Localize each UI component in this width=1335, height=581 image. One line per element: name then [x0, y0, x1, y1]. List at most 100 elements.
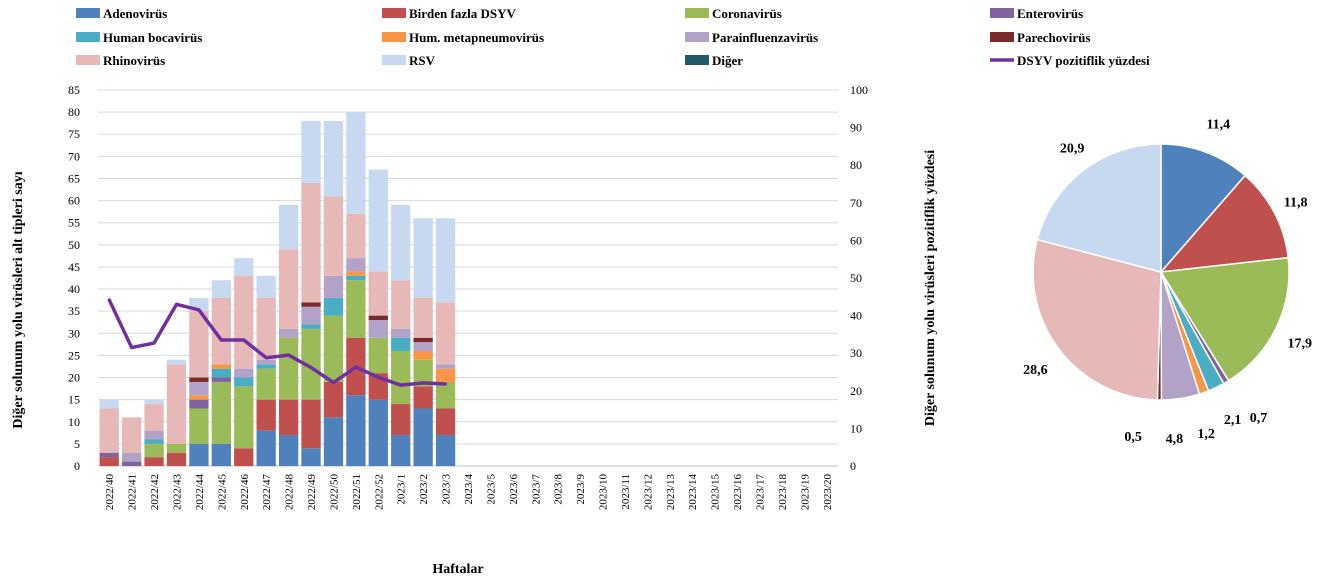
bar-segment-parechovirus	[413, 337, 433, 343]
pie-chart: 11,4 11,8 17,9 0,7 2,1 1,2 4,8 0,5 28,6 20,9	[1023, 118, 1312, 448]
positivity-point	[399, 383, 403, 387]
x-tick-label: 2023/20	[822, 474, 834, 511]
bar-segment-adenovirus	[391, 435, 411, 466]
bar-segment-rsv	[234, 258, 254, 276]
positivity-point	[107, 298, 111, 302]
pie-slice-birden-fazla-dsyv	[1159, 174, 1290, 273]
legend-swatch-parechovirus	[990, 32, 1014, 42]
bar-segment-rhinovirus	[413, 297, 433, 338]
bar-segment-rsv	[368, 169, 388, 272]
bar-segment-rhinovirus	[368, 271, 388, 316]
x-tick-label: 2022/45	[216, 474, 228, 511]
x-axis-ticks: 2022/40 2022/41 2022/42 2022/43 2022/44 2022/…	[104, 474, 834, 511]
positivity-line-group	[107, 298, 448, 387]
bar-segment-parainfluenzavirus	[189, 381, 209, 396]
y2-tick-label: 0	[850, 459, 856, 473]
x-tick-label: 2023/6	[508, 474, 520, 505]
legend-swatch-hum-metapneumovirus	[382, 32, 406, 42]
positivity-point	[444, 382, 448, 386]
y2-tick-label: 30	[850, 346, 862, 360]
bar-segment-enterovirus	[121, 461, 142, 466]
x-tick-label: 2022/43	[171, 474, 183, 511]
bar-segment-human-bocavirus	[144, 439, 164, 444]
y2-tick-label: 60	[850, 233, 862, 247]
pie-value-label: 2,1	[1224, 413, 1242, 428]
bar-segment-rsv	[323, 120, 344, 197]
bar-segment-parainfluenzavirus	[323, 275, 344, 298]
bar-segment-parainfluenzavirus	[346, 258, 366, 272]
x-axis-title: Haftalar	[432, 562, 483, 577]
bar-segment-birden-fazla-dsyv	[391, 404, 411, 436]
x-tick-label: 2023/9	[575, 474, 587, 505]
y-axis-title: Diğer solunum yolu virüsleri alt tipleri…	[11, 171, 26, 428]
bar-segment-birden-fazla-dsyv	[323, 381, 344, 418]
bar-segment-coronavirus	[166, 443, 187, 453]
bar-segment-adenovirus	[301, 448, 321, 466]
legend-label-rsv: RSV	[409, 53, 436, 68]
y2-tick-label: 50	[850, 271, 862, 285]
x-tick-label: 2022/44	[194, 474, 206, 511]
legend-swatch-coronavirus	[685, 8, 709, 18]
y-tick-label: 55	[68, 216, 80, 230]
pie-slice-rsv	[1036, 143, 1162, 273]
bar-segment-birden-fazla-dsyv	[144, 457, 164, 466]
y-tick-label: 20	[68, 371, 80, 385]
bar-segment-rhinovirus	[189, 311, 209, 378]
bar-segment-coronavirus	[391, 350, 411, 405]
x-tick-label: 2023/15	[710, 474, 722, 511]
pie-value-label: 0,5	[1124, 430, 1142, 445]
bar-segment-adenovirus	[189, 443, 209, 466]
x-tick-label: 2023/18	[777, 474, 789, 511]
y2-tick-label: 20	[850, 384, 862, 398]
bar-segment-rhinovirus	[211, 297, 231, 365]
positivity-point	[421, 381, 425, 385]
legend-label-birden-fazla-dsyv: Birden fazla DSYV	[409, 6, 517, 21]
y2-tick-label: 10	[850, 421, 862, 435]
bar-segment-human-bocavirus	[211, 368, 231, 378]
x-tick-label: 2023/3	[441, 474, 453, 505]
x-tick-label: 2023/5	[485, 474, 497, 505]
y-tick-label: 60	[68, 194, 80, 208]
bar-segment-parainfluenzavirus	[121, 452, 142, 462]
x-tick-label: 2022/51	[351, 474, 363, 510]
bar-segment-birden-fazla-dsyv	[413, 386, 433, 409]
positivity-point	[197, 308, 201, 312]
bar-segment-human-bocavirus	[234, 377, 254, 387]
y-tick-label: 40	[68, 282, 80, 296]
bar-segment-coronavirus	[323, 315, 344, 382]
y-tick-label: 70	[68, 149, 80, 163]
positivity-point	[287, 353, 291, 357]
pie-slice-rhinovirus	[1032, 238, 1162, 401]
legend-label-rhinovirus: Rhinovirüs	[103, 53, 165, 68]
legend-label-parainfluenzavirus: Parainfluenzavirüs	[712, 30, 818, 45]
pie-value-label: 17,9	[1288, 336, 1313, 351]
x-tick-label: 2022/50	[328, 474, 340, 511]
legend-label-parechovirus: Parechovirüs	[1017, 30, 1090, 45]
positivity-point	[242, 338, 246, 342]
bar-segment-rhinovirus	[391, 280, 411, 329]
pie-slices	[1032, 143, 1290, 401]
bar-segment-birden-fazla-dsyv	[256, 399, 276, 431]
pie-value-label: 28,6	[1023, 363, 1048, 378]
x-tick-label: 2023/19	[799, 474, 811, 511]
bar-segment-hum-metapneumovirus	[211, 364, 231, 369]
pie-slice-adenovirus	[1160, 143, 1247, 275]
legend-label-human-bocavirus: Human bocavirüs	[103, 30, 202, 45]
y-tick-label: 50	[68, 238, 80, 252]
bar-segment-rsv	[413, 218, 433, 298]
y2-tick-label: 100	[850, 83, 868, 97]
legend-swatch-rsv	[382, 55, 406, 65]
bar-segment-rhinovirus	[278, 249, 299, 329]
x-tick-label: 2022/42	[149, 474, 161, 510]
bar-segment-coronavirus	[435, 381, 456, 409]
y-tick-label: 80	[68, 105, 80, 119]
legend-label-enterovirus: Enterovirüs	[1017, 6, 1083, 21]
x-tick-label: 2023/14	[687, 474, 699, 511]
legend-label-diger: Diğer	[712, 53, 743, 68]
bar-segment-rsv	[346, 112, 366, 214]
bar-segment-adenovirus	[368, 399, 388, 466]
y2-axis-title: Diğer solunum yolu virüsleri pozitiflik …	[923, 150, 938, 426]
bar-segment-rhinovirus	[121, 417, 142, 453]
legend-swatch-adenovirus	[76, 8, 100, 18]
bar-segment-parainfluenzavirus	[413, 342, 433, 351]
